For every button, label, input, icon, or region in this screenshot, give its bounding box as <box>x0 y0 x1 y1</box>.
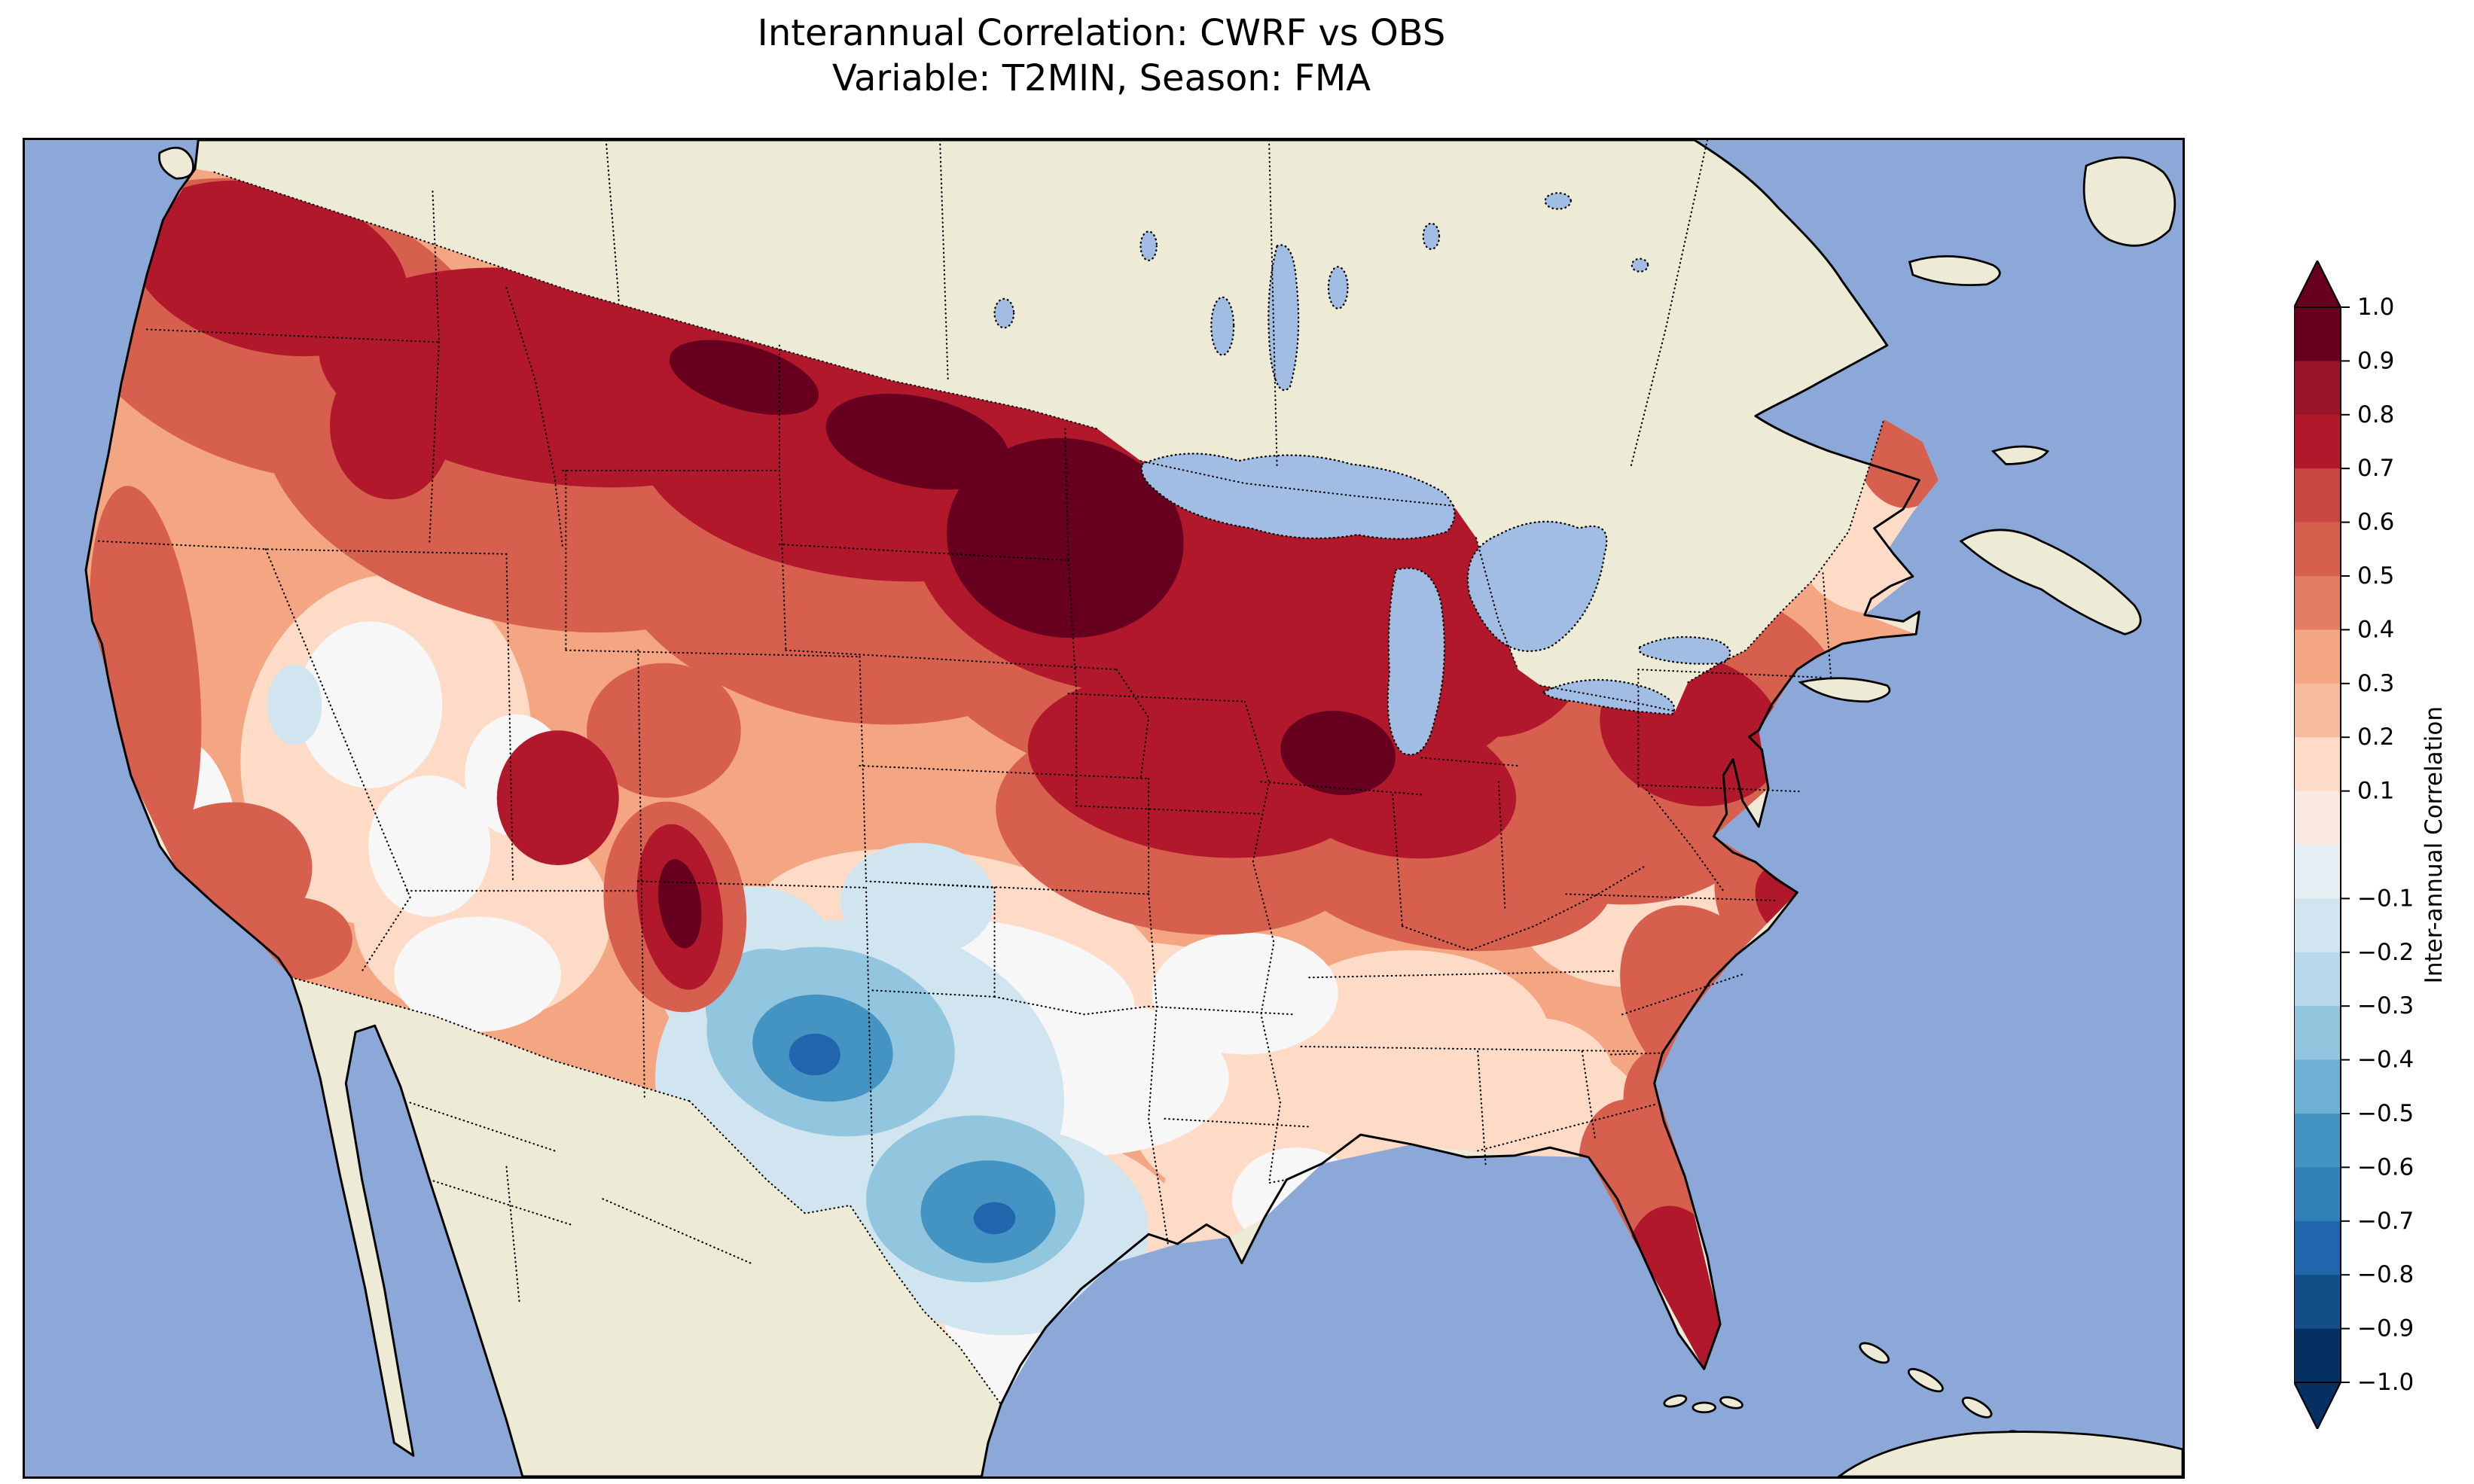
svg-text:0.7: 0.7 <box>2357 455 2394 482</box>
figure-title-line1: Interannual Correlation: CWRF vs OBS <box>757 12 1446 54</box>
lake-winnipeg <box>1268 244 1300 392</box>
contour-region <box>1027 673 1372 858</box>
contour-region <box>368 775 491 917</box>
contour-region <box>947 437 1184 638</box>
svg-text:0.3: 0.3 <box>2357 670 2394 697</box>
florida-key <box>1663 1394 1688 1408</box>
svg-text:0.6: 0.6 <box>2357 509 2394 536</box>
svg-text:−0.3: −0.3 <box>2357 992 2414 1019</box>
florida-key <box>1692 1401 1717 1414</box>
state-borders <box>97 140 1832 1303</box>
newfoundland <box>2082 156 2177 247</box>
bahamas-island <box>1961 1397 1993 1418</box>
bahamas-island <box>1907 1368 1944 1393</box>
contour-region <box>297 621 443 788</box>
svg-text:−0.6: −0.6 <box>2357 1153 2414 1181</box>
lake-superior <box>1140 453 1456 540</box>
contour-region <box>825 393 1009 490</box>
svg-text:0.1: 0.1 <box>2357 778 2394 805</box>
svg-text:−0.7: −0.7 <box>2357 1208 2414 1235</box>
small-lake <box>1631 257 1649 273</box>
nova-scotia <box>1959 529 2142 635</box>
anticosti-island <box>1908 254 2001 287</box>
contour-region <box>1152 932 1338 1055</box>
svg-text:−0.2: −0.2 <box>2357 939 2414 966</box>
colorbar-label-wrap: Inter-annual Correlation <box>2419 261 2449 1429</box>
long-island <box>1798 677 1891 703</box>
map-panel <box>23 138 2185 1479</box>
contour-region <box>840 843 995 958</box>
country-borders <box>213 171 1885 1406</box>
small-lake <box>1422 222 1441 251</box>
small-lake <box>1210 296 1235 356</box>
figure-title-line2: Variable: T2MIN, Season: FMA <box>831 57 1371 99</box>
cuba <box>1837 1431 2183 1476</box>
colorbar-svg: 1.0 0.9 0.8 0.7 0.6 0.5 0.4 0.3 0.2 0.1 −0.1 −0.2 −0… <box>2292 258 2414 1431</box>
svg-text:1.0: 1.0 <box>2357 294 2394 321</box>
contour-region <box>394 916 561 1032</box>
prince-edward-island <box>1990 445 2050 465</box>
small-lake <box>993 297 1015 329</box>
svg-text:0.4: 0.4 <box>2357 616 2394 643</box>
lake-huron <box>1466 520 1608 652</box>
us-correlation-map <box>25 140 2183 1476</box>
coastline <box>84 140 1920 1476</box>
lake-michigan <box>1386 567 1446 756</box>
contour-region <box>1454 1017 1615 1140</box>
lake-ontario <box>1638 635 1731 665</box>
great-lakes <box>993 192 1731 756</box>
svg-text:−0.9: −0.9 <box>2357 1315 2414 1342</box>
svg-text:−1.0: −1.0 <box>2357 1369 2414 1396</box>
small-lake <box>1544 192 1572 210</box>
contour-region <box>330 352 453 500</box>
bahamas-island <box>1859 1342 1890 1364</box>
small-lake <box>1139 230 1158 261</box>
svg-text:−0.4: −0.4 <box>2357 1047 2414 1074</box>
contour-region <box>267 664 322 745</box>
svg-text:0.9: 0.9 <box>2357 347 2394 374</box>
svg-text:−0.1: −0.1 <box>2357 885 2414 912</box>
svg-text:0.2: 0.2 <box>2357 724 2394 751</box>
contour-region <box>1280 711 1396 795</box>
svg-text:−0.5: −0.5 <box>2357 1100 2414 1127</box>
florida-key <box>1719 1396 1743 1409</box>
contour-region <box>789 1033 840 1076</box>
contour-region <box>587 663 741 798</box>
colorbar-label: Inter-annual Correlation <box>2421 705 2448 984</box>
colorbar: 1.0 0.9 0.8 0.7 0.6 0.5 0.4 0.3 0.2 0.1 −0.1 −0.2 −0… <box>2292 258 2467 1431</box>
contour-region <box>973 1202 1016 1235</box>
small-lake <box>1327 266 1349 309</box>
contour-region <box>496 730 619 866</box>
svg-text:0.5: 0.5 <box>2357 562 2394 590</box>
islands <box>158 146 2183 1476</box>
contour-region <box>669 340 819 416</box>
svg-text:−0.8: −0.8 <box>2357 1261 2414 1288</box>
svg-text:0.8: 0.8 <box>2357 401 2394 428</box>
